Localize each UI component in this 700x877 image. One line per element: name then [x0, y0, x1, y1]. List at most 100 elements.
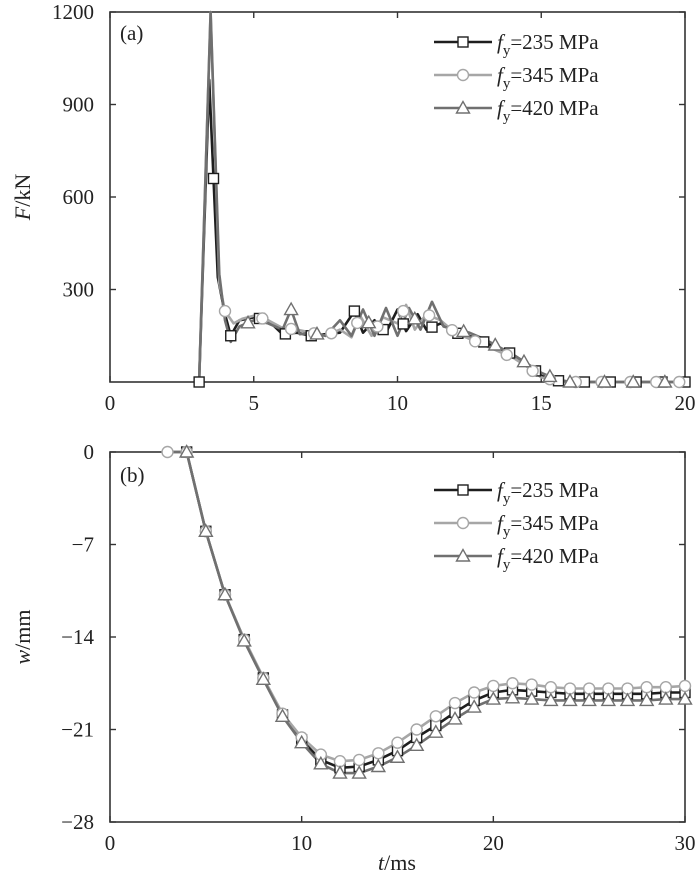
panel-a-marker-s420	[657, 374, 673, 388]
panel-b-marker-s420	[408, 737, 425, 752]
panel-a-marker-s345	[468, 335, 482, 348]
panel-b-marker-s420	[236, 633, 252, 647]
panel-a-legend: fy=235 MPa fy=345 MPa fy=420 MPa	[434, 30, 599, 125]
panel-a-marker-s345	[673, 375, 686, 389]
panel-b-marker-s420	[485, 691, 502, 705]
panel-b-xtick-label: 0	[105, 831, 116, 855]
panel-a-marker-s420	[309, 325, 325, 340]
panel-a-marker-s235	[348, 305, 361, 317]
panel-b-marker-s420	[313, 755, 329, 770]
panel-b-marker-s420	[466, 699, 482, 713]
panel-a-markers-s420	[240, 301, 673, 388]
panel-a-marker-s345	[422, 309, 436, 322]
panel-b-legend-marker-s235	[457, 484, 469, 496]
panel-b-xtick-label: 10	[291, 831, 312, 855]
panel-a-xtick-label: 5	[249, 391, 260, 415]
panel-b-ylabel-italic: w	[10, 650, 35, 665]
panel-b-marker-s420	[543, 692, 559, 707]
panel-b-ytick-label: 0	[84, 440, 95, 464]
panel-a-y-axis-title: F/kN	[10, 174, 35, 222]
panel-b-marker-s420	[447, 711, 463, 725]
panel-b-marker-s420	[293, 734, 310, 749]
panel-b-marker-s345	[621, 682, 634, 695]
panel-b-xtick-label: 30	[675, 831, 696, 855]
panel-b-marker-s345	[659, 681, 673, 694]
panel-b-marker-s420	[178, 444, 195, 458]
panel-b-marker-s420	[504, 689, 521, 704]
panel-b-marker-s420	[217, 586, 233, 601]
panel-a-ylabel-rest: /kN	[10, 174, 35, 207]
panel-a-marker-s235	[193, 376, 205, 388]
panel-b-marker-s420	[600, 692, 617, 707]
panel-a-legend-marker-s235	[457, 36, 469, 48]
panel-b-marker-s420	[638, 692, 655, 707]
panel-b-marker-s345	[563, 682, 577, 695]
panel-a-marker-s420	[487, 337, 503, 351]
panel-a-marker-s345	[284, 322, 298, 336]
panel-a-markers-s345	[218, 304, 686, 389]
panel-a-marker-s420	[516, 353, 532, 368]
panel-b-markers-s345	[161, 445, 692, 768]
panel-b-marker-s420	[198, 523, 214, 537]
panel-b-ylabel-rest: /mm	[10, 609, 35, 649]
panel-b-ticks: 0 10 20 30 0 −7 −14 −21 −28	[61, 440, 695, 855]
panel-b-marker-s420	[255, 671, 272, 685]
panel-b-marker-s345	[372, 747, 385, 760]
panel-a-marker-s235	[397, 318, 409, 330]
panel-a-marker-s345	[526, 364, 539, 378]
panel-a-marker-s235	[426, 321, 438, 333]
panel-b-marker-s345	[506, 677, 519, 690]
panel-a-marker-s345	[218, 304, 232, 318]
panel-a-marker-s345	[351, 316, 364, 330]
panel-b-marker-s345	[467, 686, 481, 699]
panel-a-marker-s420	[455, 323, 472, 338]
panel-b-marker-s420	[428, 724, 444, 738]
panel-b-legend-label-s235: fy=235 MPa	[497, 478, 599, 507]
panel-b-ytick-label: −7	[72, 533, 94, 557]
panel-b-legend-marker-s420	[455, 548, 471, 562]
panel-b-marker-s420	[370, 758, 387, 773]
panel-b-series-line-s235	[163, 450, 685, 770]
panel-b-marker-s345	[544, 681, 558, 694]
panel-a-ytick-label: 900	[63, 93, 95, 117]
panel-a-legend-marker-s345	[456, 68, 470, 82]
panel-b-markers-s420	[178, 444, 693, 779]
panel-b-marker-s420	[619, 692, 636, 707]
panel-a-series-line-s420	[197, 10, 685, 384]
panel-a-marker-s420	[361, 314, 377, 329]
panel-b-marker-s345	[602, 682, 615, 695]
panel-a-marker-s420	[596, 374, 613, 388]
panel-a-marker-s420	[240, 314, 256, 329]
panel-b-marker-s345	[161, 445, 174, 459]
panel-a-xtick-label: 0	[105, 391, 116, 415]
panel-b-ytick-label: −28	[61, 810, 94, 834]
panel-a-marker-s345	[500, 348, 513, 362]
panel-b-series	[161, 444, 693, 779]
panel-b-marker-s345	[678, 679, 692, 693]
panel-a-ylabel-italic: F	[10, 206, 35, 221]
panel-b-marker-s420	[523, 691, 540, 705]
panel-a-series	[193, 10, 691, 389]
panel-a-ticks: 0 5 10 15 20 300 600 900 1200	[52, 0, 696, 415]
panel-b-marker-s420	[658, 691, 674, 705]
panel-b-marker-s345	[487, 679, 500, 693]
panel-a-marker-s420	[407, 310, 423, 325]
panel-a-ytick-label: 300	[63, 278, 95, 302]
panel-a-marker-s420	[542, 368, 558, 383]
panel-b-marker-s420	[562, 692, 578, 707]
panel-a-marker-s345	[445, 324, 459, 337]
panel-b-legend-label-s345: fy=345 MPa	[497, 511, 599, 540]
panel-b-ytick-label: −21	[61, 718, 94, 742]
panel-b-marker-s420	[274, 708, 291, 722]
panel-b-marker-s345	[582, 682, 596, 695]
panel-a-label: (a)	[120, 21, 143, 45]
panel-a-ytick-label: 600	[63, 185, 95, 209]
panel-b-legend-marker-s345	[456, 516, 470, 530]
panel-a-legend-label-s235: fy=235 MPa	[497, 30, 599, 59]
panel-b-marker-s420	[677, 691, 693, 705]
panel-b-displacement-time-chart: (b) 0 10 20 30 0 −7 −14 −21 −28 w/mm t/ms fy=235…	[10, 440, 696, 875]
panel-a-legend-label-s420: fy=420 MPa	[497, 96, 599, 125]
panel-b-plot-frame	[109, 451, 686, 823]
panel-b-marker-s345	[429, 710, 443, 723]
